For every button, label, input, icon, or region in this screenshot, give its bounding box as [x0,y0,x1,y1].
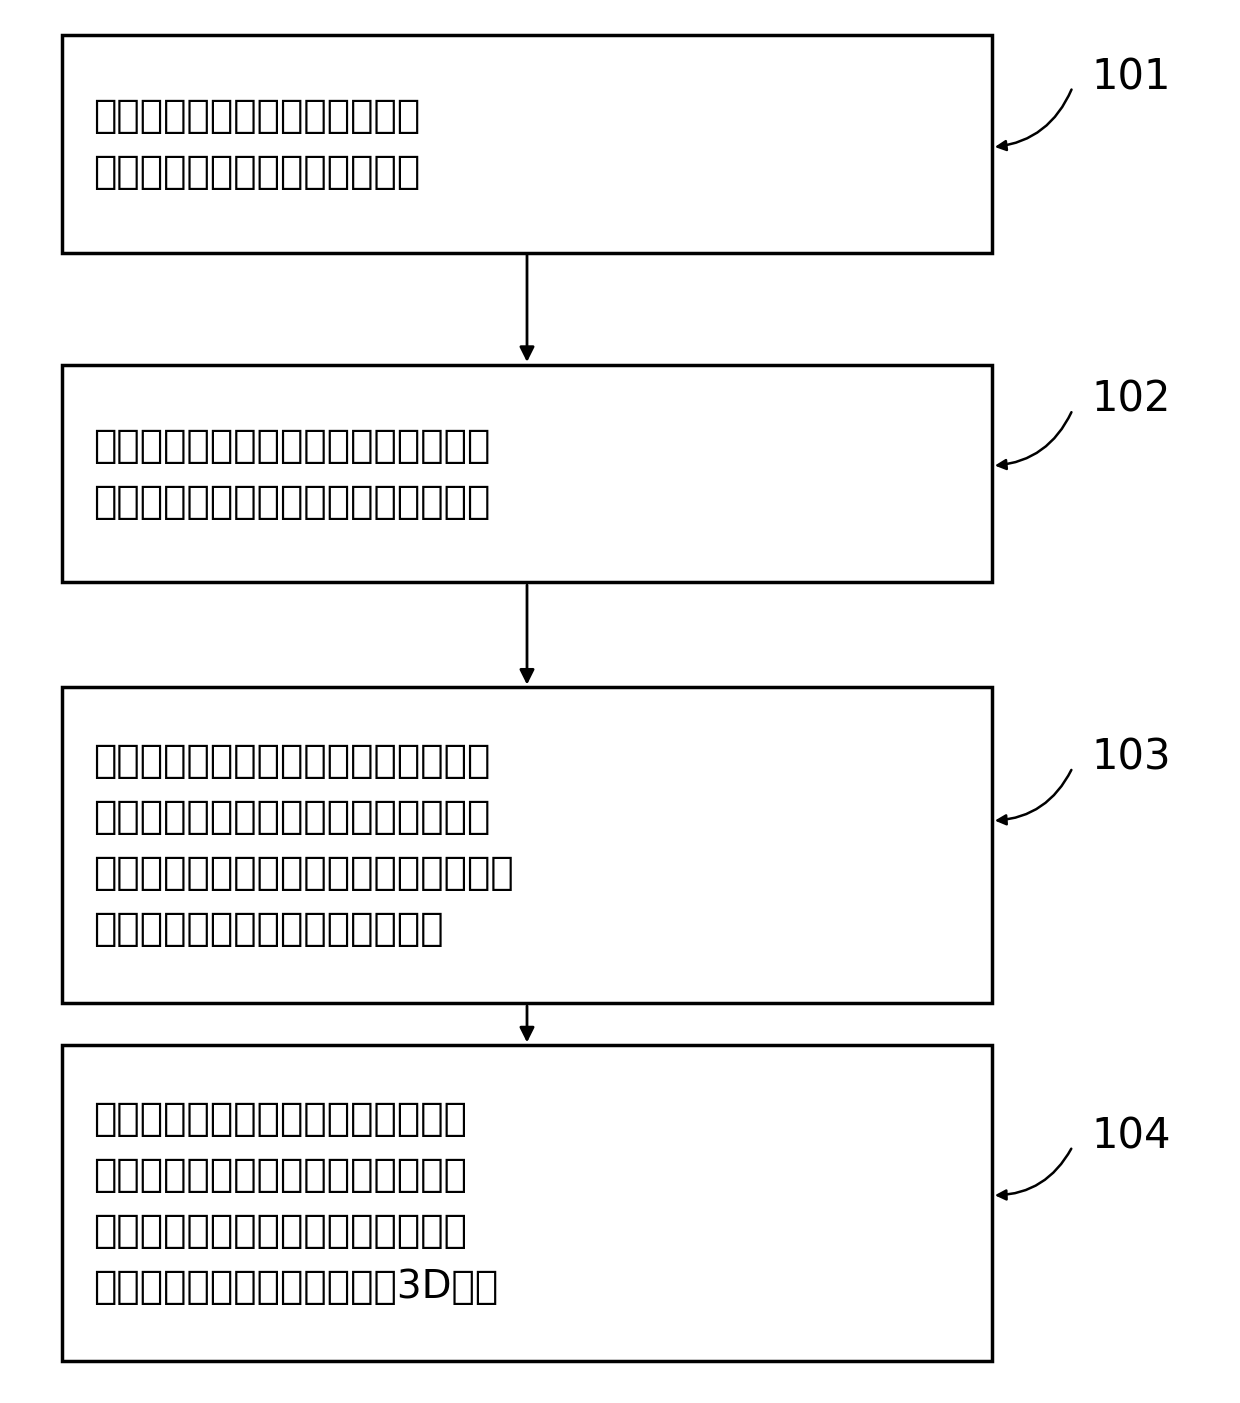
Text: 通过心脏分割模型对心脏区域进
行分割扩展，得到冠状动脉区域: 通过心脏分割模型对心脏区域进 行分割扩展，得到冠状动脉区域 [93,97,420,191]
Bar [62,1045,992,1361]
Text: 通过冠状动脉模型对所述冠状动脉区域
进行分割预测，得到冠状动脉预测结果: 通过冠状动脉模型对所述冠状动脉区域 进行分割预测，得到冠状动脉预测结果 [93,427,490,521]
Text: 基于所述冠状动脉预测结果上的至少一
个端点，通过冠状动脉优化模型对位于
冠状动脉预测结果上的该端点进行优化，
得到冠状动脉子区域优化预测结果: 基于所述冠状动脉预测结果上的至少一 个端点，通过冠状动脉优化模型对位于 冠状动脉… [93,742,513,948]
Text: 将冠状动脉子区域优化预测结果拼接
在对应的端点上，得到冠状动脉分割
优化预测结果，冠状动脉分割优化预
测结果为冠状动脉分割优化的3D图像: 将冠状动脉子区域优化预测结果拼接 在对应的端点上，得到冠状动脉分割 优化预测结果… [93,1100,498,1306]
Text: 101: 101 [1091,56,1171,98]
Bar [62,365,992,582]
Bar [62,687,992,1003]
Bar [62,35,992,253]
Text: 102: 102 [1091,379,1171,421]
Text: 104: 104 [1091,1115,1171,1157]
Text: 103: 103 [1091,737,1171,779]
